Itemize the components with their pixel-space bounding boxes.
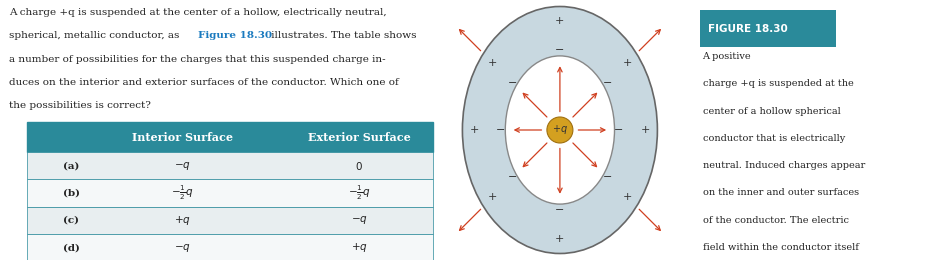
Text: −: − <box>555 45 565 55</box>
Text: −: − <box>603 172 612 183</box>
Text: −: − <box>508 172 517 183</box>
Text: $0$: $0$ <box>355 160 363 172</box>
Text: $-\frac{1}{2}q$: $-\frac{1}{2}q$ <box>347 184 370 202</box>
Text: −: − <box>508 77 517 88</box>
Text: (c): (c) <box>64 216 80 225</box>
Text: neutral. Induced charges appear: neutral. Induced charges appear <box>702 161 865 170</box>
FancyBboxPatch shape <box>27 207 433 234</box>
Text: +: + <box>488 192 497 202</box>
Text: (b): (b) <box>63 188 80 198</box>
Ellipse shape <box>462 6 658 254</box>
Text: −: − <box>603 77 612 88</box>
Text: Interior Surface: Interior Surface <box>132 132 233 143</box>
FancyBboxPatch shape <box>27 152 433 179</box>
Text: of the conductor. The electric: of the conductor. The electric <box>702 216 848 225</box>
FancyBboxPatch shape <box>27 179 433 207</box>
Ellipse shape <box>505 56 615 204</box>
Text: a number of possibilities for the charges that this suspended charge in-: a number of possibilities for the charge… <box>9 55 385 64</box>
Text: +: + <box>555 234 565 244</box>
Text: (d): (d) <box>63 243 80 252</box>
Text: field within the conductor itself: field within the conductor itself <box>702 243 859 252</box>
Text: $-q$: $-q$ <box>175 160 192 172</box>
Text: $+q$: $+q$ <box>175 214 192 227</box>
Text: center of a hollow spherical: center of a hollow spherical <box>702 107 840 116</box>
Text: +: + <box>641 125 650 135</box>
Text: $+q$: $+q$ <box>350 241 367 254</box>
Text: $-q$: $-q$ <box>350 214 367 226</box>
Text: −: − <box>496 125 506 135</box>
Circle shape <box>547 117 573 143</box>
Text: charge +q is suspended at the: charge +q is suspended at the <box>702 79 853 88</box>
Text: +: + <box>555 16 565 26</box>
FancyBboxPatch shape <box>27 234 433 260</box>
Text: Exterior Surface: Exterior Surface <box>307 132 410 143</box>
FancyBboxPatch shape <box>700 10 836 47</box>
Text: conductor that is electrically: conductor that is electrically <box>702 134 845 143</box>
Text: FIGURE 18.30: FIGURE 18.30 <box>708 24 788 34</box>
FancyBboxPatch shape <box>27 122 433 152</box>
Text: (a): (a) <box>64 161 80 170</box>
Text: on the inner and outer surfaces: on the inner and outer surfaces <box>702 188 859 198</box>
Text: spherical, metallic conductor, as: spherical, metallic conductor, as <box>9 31 182 40</box>
Text: illustrates. The table shows: illustrates. The table shows <box>268 31 416 40</box>
Text: +: + <box>470 125 479 135</box>
Text: $-q$: $-q$ <box>175 242 192 254</box>
Text: Figure 18.30: Figure 18.30 <box>198 31 272 40</box>
Text: −: − <box>555 205 565 215</box>
Text: duces on the interior and exterior surfaces of the conductor. Which one of: duces on the interior and exterior surfa… <box>9 78 399 87</box>
Text: +: + <box>623 192 632 202</box>
Text: −: − <box>614 125 623 135</box>
Text: +: + <box>488 58 497 68</box>
Text: A positive: A positive <box>702 52 752 61</box>
Text: +: + <box>623 58 632 68</box>
Text: the possibilities is correct?: the possibilities is correct? <box>9 101 151 110</box>
Text: A charge +q is suspended at the center of a hollow, electrically neutral,: A charge +q is suspended at the center o… <box>9 8 386 17</box>
Text: $+q$: $+q$ <box>552 124 568 136</box>
Text: $-\frac{1}{2}q$: $-\frac{1}{2}q$ <box>172 184 195 202</box>
